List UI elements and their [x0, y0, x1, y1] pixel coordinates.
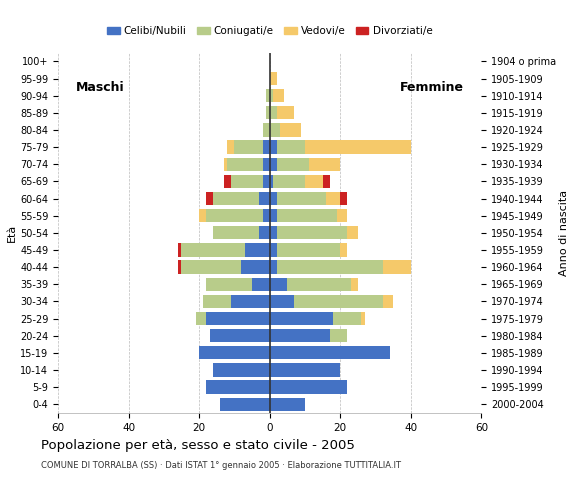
- Text: Popolazione per età, sesso e stato civile - 2005: Popolazione per età, sesso e stato civil…: [41, 439, 354, 452]
- Bar: [270, 363, 340, 377]
- Bar: [309, 157, 340, 171]
- Bar: [270, 192, 277, 205]
- Bar: [270, 380, 347, 394]
- Bar: [227, 157, 263, 171]
- Bar: [326, 192, 340, 205]
- Bar: [234, 141, 263, 154]
- Bar: [383, 295, 393, 308]
- Bar: [270, 89, 273, 102]
- Bar: [241, 260, 270, 274]
- Bar: [340, 243, 347, 257]
- Bar: [270, 141, 277, 154]
- Bar: [252, 277, 270, 291]
- Bar: [270, 346, 390, 360]
- Bar: [270, 72, 277, 85]
- Bar: [231, 175, 263, 188]
- Bar: [259, 192, 270, 205]
- Bar: [270, 175, 273, 188]
- Bar: [295, 295, 383, 308]
- Legend: Celibi/Nubili, Coniugati/e, Vedovi/e, Divorziati/e: Celibi/Nubili, Coniugati/e, Vedovi/e, Di…: [103, 22, 437, 40]
- Bar: [213, 226, 259, 240]
- Bar: [273, 175, 305, 188]
- Bar: [270, 106, 277, 120]
- Bar: [277, 106, 295, 120]
- Text: COMUNE DI TORRALBA (SS) · Dati ISTAT 1° gennaio 2005 · Elaborazione TUTTITALIA.I: COMUNE DI TORRALBA (SS) · Dati ISTAT 1° …: [41, 461, 401, 470]
- Bar: [333, 312, 361, 325]
- Bar: [199, 346, 270, 360]
- Bar: [277, 226, 347, 240]
- Bar: [182, 260, 241, 274]
- Bar: [263, 157, 270, 171]
- Bar: [245, 243, 270, 257]
- Bar: [213, 192, 259, 205]
- Bar: [270, 295, 295, 308]
- Bar: [305, 141, 411, 154]
- Bar: [361, 312, 365, 325]
- Bar: [305, 175, 322, 188]
- Bar: [270, 277, 287, 291]
- Bar: [322, 175, 329, 188]
- Bar: [263, 141, 270, 154]
- Bar: [270, 397, 305, 411]
- Bar: [270, 157, 277, 171]
- Bar: [210, 329, 270, 342]
- Bar: [195, 312, 206, 325]
- Bar: [202, 295, 231, 308]
- Bar: [270, 209, 277, 222]
- Text: Maschi: Maschi: [75, 81, 124, 94]
- Bar: [206, 312, 270, 325]
- Bar: [259, 226, 270, 240]
- Bar: [178, 243, 182, 257]
- Bar: [199, 209, 206, 222]
- Bar: [277, 141, 305, 154]
- Bar: [351, 277, 358, 291]
- Bar: [277, 192, 326, 205]
- Bar: [287, 277, 351, 291]
- Bar: [231, 295, 270, 308]
- Bar: [270, 123, 280, 137]
- Text: Femmine: Femmine: [400, 81, 464, 94]
- Bar: [178, 260, 182, 274]
- Bar: [273, 89, 284, 102]
- Bar: [277, 243, 340, 257]
- Y-axis label: Età: Età: [7, 224, 17, 242]
- Bar: [277, 157, 309, 171]
- Bar: [213, 363, 270, 377]
- Bar: [182, 243, 245, 257]
- Bar: [280, 123, 302, 137]
- Bar: [270, 243, 277, 257]
- Bar: [266, 106, 270, 120]
- Bar: [263, 209, 270, 222]
- Bar: [277, 209, 337, 222]
- Bar: [227, 141, 234, 154]
- Bar: [347, 226, 358, 240]
- Bar: [340, 192, 347, 205]
- Bar: [206, 380, 270, 394]
- Bar: [270, 260, 277, 274]
- Bar: [224, 157, 227, 171]
- Bar: [263, 175, 270, 188]
- Bar: [337, 209, 347, 222]
- Bar: [277, 260, 383, 274]
- Bar: [270, 226, 277, 240]
- Bar: [220, 397, 270, 411]
- Bar: [206, 209, 263, 222]
- Y-axis label: Anno di nascita: Anno di nascita: [559, 190, 569, 276]
- Bar: [224, 175, 231, 188]
- Bar: [329, 329, 347, 342]
- Bar: [270, 312, 333, 325]
- Bar: [263, 123, 270, 137]
- Bar: [206, 192, 213, 205]
- Bar: [270, 329, 329, 342]
- Bar: [383, 260, 411, 274]
- Bar: [266, 89, 270, 102]
- Bar: [206, 277, 252, 291]
